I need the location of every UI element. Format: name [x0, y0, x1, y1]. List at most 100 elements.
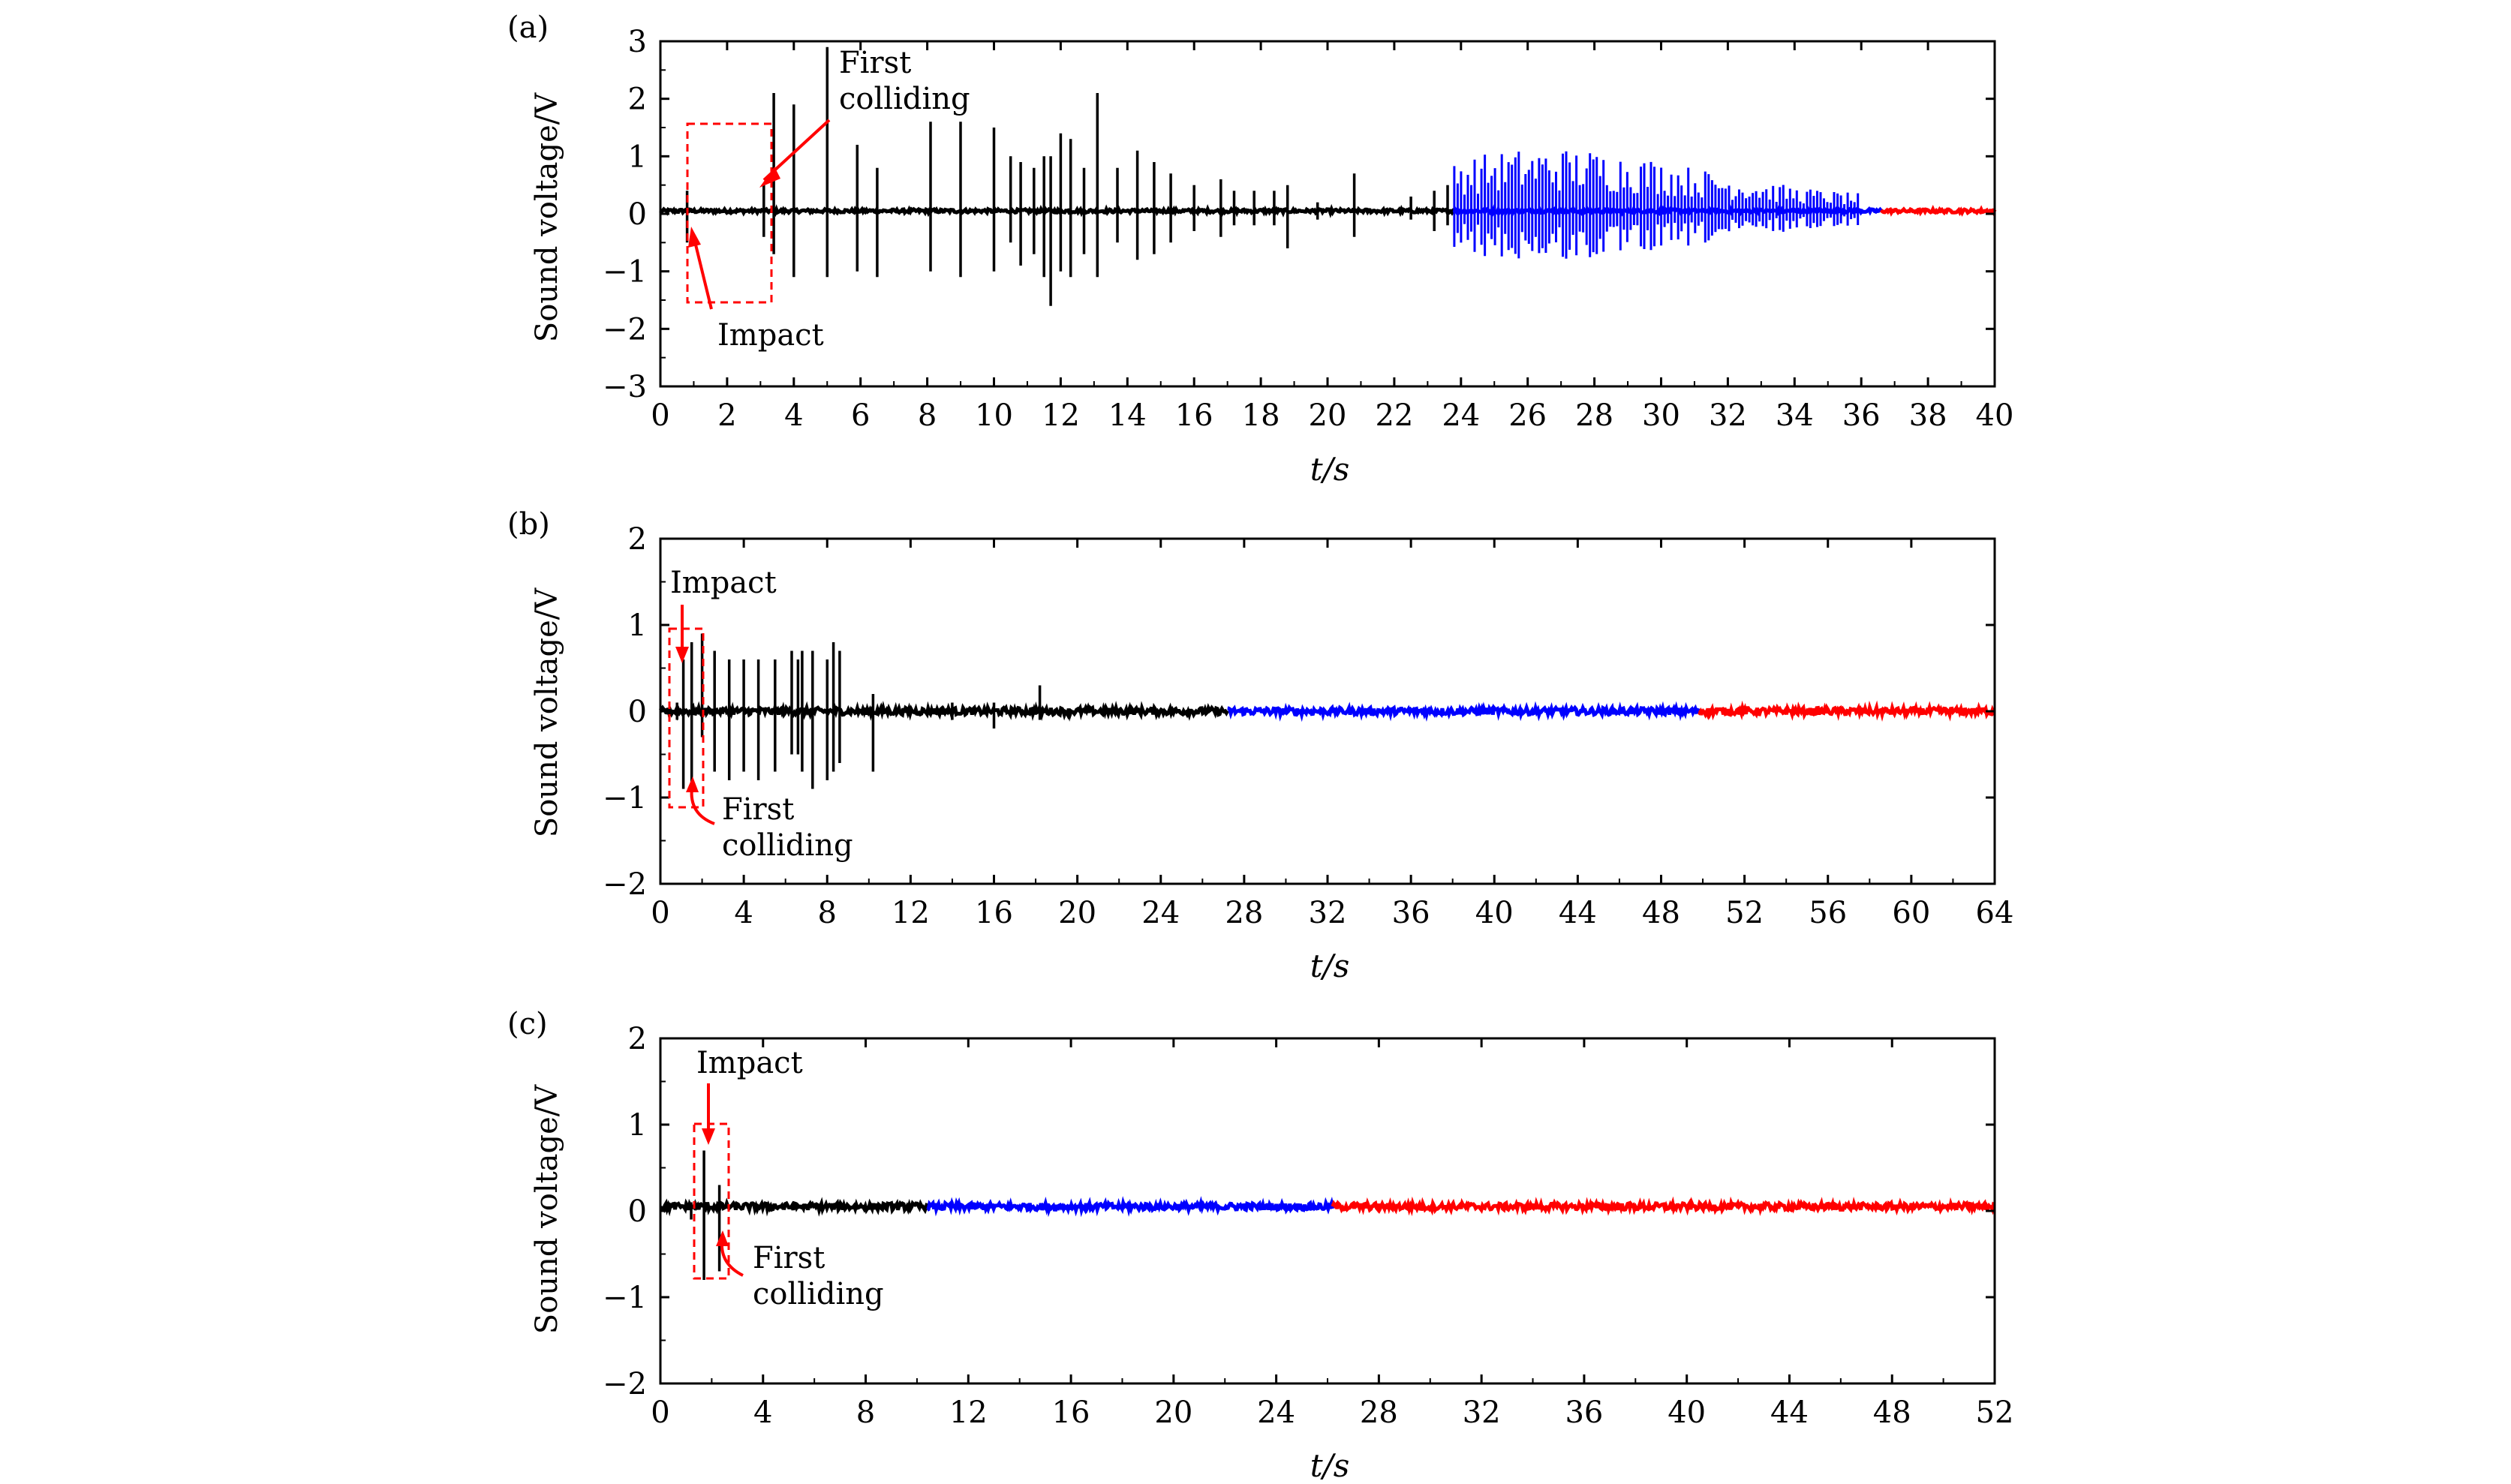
signal-traces	[658, 633, 1996, 798]
x-tick-label: 28	[1360, 1395, 1398, 1430]
impact-label: Impact	[696, 1046, 803, 1080]
x-tick-label: 28	[1575, 398, 1613, 433]
impact-label: Impact	[670, 566, 777, 600]
x-tick-label: 64	[1976, 896, 2014, 930]
x-tick-label: 44	[1770, 1395, 1809, 1430]
x-tick-label: 10	[975, 398, 1013, 433]
x-tick-label: 8	[818, 896, 837, 930]
y-tick-label: −1	[603, 781, 647, 816]
x-tick-label: 4	[734, 896, 753, 930]
x-tick-label: 32	[1463, 1395, 1501, 1430]
y-tick-label: 2	[628, 1022, 647, 1056]
x-tick-label: 44	[1559, 896, 1597, 930]
x-tick-label: 2	[717, 398, 736, 433]
x-axis-label: t/s	[1310, 451, 1350, 488]
noise-trace	[926, 1196, 1335, 1218]
first-colliding-label-line1: First	[722, 792, 794, 827]
x-tick-label: 12	[949, 1395, 988, 1430]
x-tick-label: 40	[1976, 398, 2014, 433]
first-colliding-arrow-head	[759, 167, 780, 188]
y-axis-label: Sound voltage/V	[530, 92, 564, 342]
x-tick-label: 36	[1565, 1395, 1603, 1430]
x-tick-label: 52	[1725, 896, 1764, 930]
y-tick-label: 1	[628, 608, 647, 643]
x-tick-label: 28	[1225, 896, 1263, 930]
y-tick-label: 1	[628, 140, 647, 174]
x-tick-label: 36	[1392, 896, 1430, 930]
first-colliding-label-line1: First	[839, 46, 911, 80]
y-tick-label: −2	[603, 312, 647, 347]
noise-trace	[659, 203, 1456, 218]
panel-label: (c)	[507, 1007, 548, 1041]
impact-highlight-box	[693, 1122, 730, 1280]
x-tick-label: 24	[1442, 398, 1480, 433]
first-colliding-label-line1: First	[753, 1241, 825, 1275]
first-colliding-arrow-head	[716, 1230, 729, 1246]
x-tick-label: 24	[1141, 896, 1180, 930]
y-tick-label: 1	[628, 1108, 647, 1143]
plot-frame	[659, 1037, 1996, 1385]
x-tick-label: 0	[651, 398, 669, 433]
impact-highlight-box	[668, 627, 705, 809]
first-colliding-arrow-head	[686, 777, 699, 792]
y-tick-label: 3	[628, 25, 647, 59]
axis-ticks: 0 2 4 6 8 10 12 14 16 18 20 22 24 26 28 30 32 34 36 38 40−3−…	[603, 25, 2013, 433]
x-tick-label: 20	[1154, 1395, 1192, 1430]
impact-highlight-box	[686, 122, 773, 304]
noise-trace	[1698, 700, 1996, 722]
x-tick-label: 0	[651, 1395, 669, 1430]
x-tick-label: 56	[1809, 896, 1847, 930]
noise-trace	[1227, 701, 1701, 722]
impact-arrow-head	[702, 1128, 715, 1145]
x-tick-label: 8	[856, 1395, 875, 1430]
noise-trace	[659, 1197, 929, 1217]
x-tick-label: 36	[1842, 398, 1881, 433]
x-tick-label: 32	[1309, 896, 1347, 930]
noise-trace	[1331, 1196, 1996, 1217]
x-tick-label: 8	[918, 398, 937, 433]
x-tick-label: 32	[1709, 398, 1747, 433]
x-tick-label: 40	[1475, 896, 1514, 930]
x-tick-label: 4	[753, 1395, 772, 1430]
y-tick-label: 2	[628, 83, 647, 117]
x-tick-label: 40	[1667, 1395, 1706, 1430]
first-colliding-label-line2: colliding	[722, 828, 853, 863]
first-colliding-arrow	[720, 1241, 744, 1277]
x-tick-label: 20	[1309, 398, 1347, 433]
x-tick-label: 52	[1976, 1395, 2014, 1430]
x-tick-label: 20	[1058, 896, 1096, 930]
y-axis-label: Sound voltage/V	[530, 587, 564, 837]
x-tick-label: 60	[1892, 896, 1930, 930]
signal-traces	[659, 1150, 1996, 1280]
panel-label: (b)	[507, 507, 550, 542]
first-colliding-arrow	[690, 787, 715, 825]
y-tick-label: 2	[628, 522, 647, 557]
x-tick-label: 18	[1242, 398, 1280, 433]
x-tick-label: 16	[975, 896, 1013, 930]
x-tick-label: 48	[1873, 1395, 1911, 1430]
y-tick-label: −2	[603, 867, 647, 902]
impact-arrow-head	[688, 227, 701, 248]
x-tick-label: 26	[1508, 398, 1547, 433]
x-tick-label: 24	[1257, 1395, 1295, 1430]
x-tick-label: 38	[1909, 398, 1947, 433]
y-tick-label: 0	[628, 1194, 647, 1229]
x-tick-label: 30	[1642, 398, 1680, 433]
x-axis-label: t/s	[1310, 948, 1350, 984]
x-tick-label: 4	[784, 398, 803, 433]
first-colliding-label-line2: colliding	[753, 1277, 884, 1311]
y-tick-label: −1	[603, 255, 647, 290]
x-tick-label: 16	[1175, 398, 1213, 433]
y-tick-label: −3	[603, 370, 647, 404]
noise-trace	[658, 700, 1229, 722]
x-tick-label: 12	[892, 896, 930, 930]
impact-label: Impact	[717, 318, 824, 353]
panel-c: (c) Sound voltage/V t/s 0 4 8 12 16 20 24 28 32 3…	[507, 1007, 2013, 1484]
y-tick-label: 0	[628, 197, 647, 232]
y-tick-label: −1	[603, 1281, 647, 1315]
x-tick-label: 0	[651, 896, 669, 930]
noise-trace	[1879, 204, 1997, 217]
panel-b: (b) Sound voltage/V t/s 0 4 8 12 16 20 24 28 32 3…	[507, 507, 2013, 984]
